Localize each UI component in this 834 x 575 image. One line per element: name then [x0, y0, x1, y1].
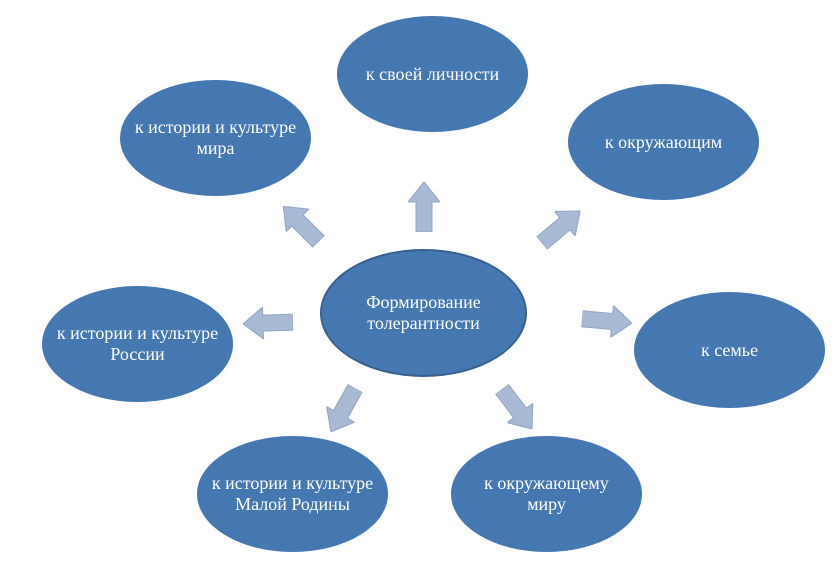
outer-node-label: к своей личности — [366, 64, 499, 85]
arrow-0 — [408, 182, 440, 232]
outer-node-family: к семье — [632, 290, 827, 410]
arrow-icon — [242, 306, 293, 340]
arrow-icon — [489, 379, 545, 438]
outer-node-world-hist: к истории и культуре мира — [118, 78, 313, 198]
diagram-canvas: Формирование толерантности к своей личнос… — [0, 0, 834, 575]
arrow-icon — [317, 380, 369, 439]
center-node: Формирование толерантности — [320, 249, 527, 377]
arrow-icon — [272, 195, 330, 253]
arrow-icon — [408, 182, 440, 232]
arrow-1 — [532, 199, 591, 256]
arrow-2 — [581, 303, 634, 339]
arrow-icon — [581, 303, 634, 339]
center-node-label: Формирование толерантности — [336, 292, 511, 333]
arrow-5 — [242, 306, 293, 340]
outer-node-others: к окружающим — [566, 82, 761, 202]
outer-node-label: к окружающим — [605, 132, 722, 153]
arrow-3 — [489, 379, 545, 438]
outer-node-local: к истории и культуре Малой Родины — [195, 434, 390, 554]
outer-node-self: к своей личности — [335, 14, 530, 134]
outer-node-label: к окружающему миру — [465, 473, 628, 514]
outer-node-label: к истории и культуре мира — [134, 117, 297, 158]
outer-node-world: к окружающему миру — [449, 434, 644, 554]
outer-node-label: к истории и культуре России — [56, 323, 219, 364]
outer-node-label: к истории и культуре Малой Родины — [211, 473, 374, 514]
arrow-6 — [272, 195, 330, 253]
arrow-icon — [532, 199, 591, 256]
outer-node-russia: к истории и культуре России — [40, 284, 235, 404]
outer-node-label: к семье — [701, 340, 758, 361]
arrow-4 — [317, 380, 369, 439]
